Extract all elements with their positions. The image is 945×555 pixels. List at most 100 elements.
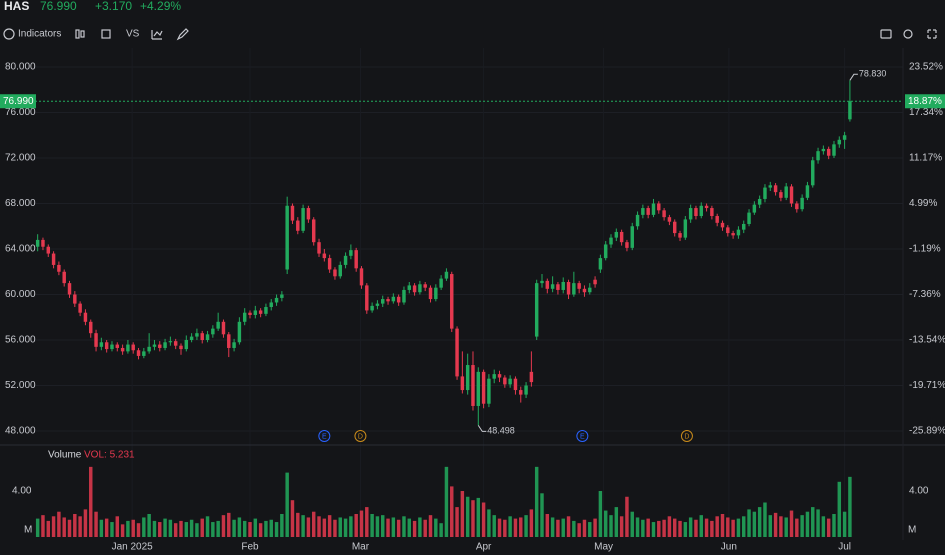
volume-bar	[333, 519, 337, 537]
volume-bar	[274, 522, 279, 537]
volume-bar	[481, 502, 486, 537]
candle-body	[619, 231, 624, 243]
volume-bar	[285, 472, 289, 537]
settings-icon[interactable]	[903, 29, 913, 39]
volume-bar	[800, 515, 804, 537]
volume-bar	[104, 518, 109, 537]
candle-body	[821, 148, 826, 152]
y-tick-label: 80.000	[5, 62, 36, 73]
candle-body	[593, 279, 597, 285]
candle-body	[83, 312, 88, 322]
candle-body	[152, 344, 157, 347]
volume-bar	[370, 514, 374, 537]
y2-tick-label: -7.36%	[909, 289, 941, 300]
event-label: D	[358, 433, 363, 440]
volume-bar	[131, 519, 135, 537]
candle-body	[200, 333, 204, 341]
volume-bar	[826, 518, 831, 537]
last-pct-label: 18.87%	[908, 96, 942, 107]
volume-bar	[423, 519, 427, 537]
volume-bar	[821, 516, 826, 537]
candle-icon[interactable]	[75, 29, 80, 39]
y2-tick-label: 11.17%	[909, 153, 942, 164]
volume-bar	[572, 520, 576, 537]
volume-bar	[715, 516, 719, 537]
chart-type-icon[interactable]	[151, 30, 163, 40]
volume-bar	[598, 491, 603, 537]
candle-icon[interactable]	[80, 30, 85, 38]
indicators-button[interactable]: Indicators	[18, 29, 61, 40]
y-tick-label: 56.000	[5, 335, 36, 346]
indicators-icon[interactable]	[3, 28, 15, 40]
camera-icon[interactable]	[880, 29, 892, 39]
candle-body	[614, 231, 619, 238]
candle-body	[104, 342, 109, 350]
volume-bar	[67, 519, 72, 537]
candle-body	[280, 294, 284, 298]
volume-bar	[83, 509, 88, 537]
volume-bar	[343, 518, 348, 537]
volume-bar	[327, 515, 332, 537]
candle-body	[41, 239, 45, 247]
volume-bar	[354, 514, 358, 537]
draw-icon[interactable]	[176, 28, 189, 41]
symbol: HAS	[4, 0, 29, 13]
volume-bar	[832, 514, 836, 537]
volume-bar	[704, 518, 709, 537]
y2-tick-label: -19.71%	[909, 380, 945, 391]
candle-body	[450, 274, 454, 329]
volume-bar	[773, 512, 778, 537]
candle-body	[577, 283, 581, 289]
y-tick-label: 76.000	[5, 107, 36, 118]
candle-body	[471, 365, 475, 406]
volume-title: Volume	[48, 450, 82, 461]
candle-body	[195, 333, 199, 337]
fullscreen-icon[interactable]	[927, 29, 937, 39]
candle-body	[455, 328, 459, 377]
volume-bar	[439, 523, 443, 537]
candle-body	[688, 208, 693, 220]
volume-bar	[46, 520, 50, 537]
candle-body	[142, 351, 146, 356]
candle-body	[418, 284, 422, 293]
x-tick-label: Jun	[721, 542, 737, 553]
volume-bar	[561, 518, 565, 537]
candle-body	[646, 208, 650, 215]
y-tick-label: 64.000	[5, 244, 36, 255]
candle-body	[519, 390, 523, 395]
candle-body	[742, 223, 746, 230]
candle-body	[237, 321, 242, 343]
candle-body	[784, 186, 788, 198]
volume-bar	[842, 511, 847, 537]
compare-button[interactable]: VS	[126, 29, 140, 40]
candle-body	[35, 239, 40, 247]
candle-body	[333, 269, 337, 277]
candle-body	[402, 289, 406, 303]
candle-body	[189, 336, 194, 341]
volume-bar	[519, 517, 523, 537]
volume-bar	[396, 519, 401, 537]
candle-body	[476, 371, 481, 406]
candle-body	[158, 344, 162, 348]
volume-bar	[41, 515, 45, 537]
volume-bar	[126, 520, 130, 537]
volume-bar	[120, 524, 125, 537]
candle-body	[67, 283, 72, 295]
volume-bar	[811, 507, 815, 537]
candle-body	[582, 288, 587, 293]
candle-body	[290, 205, 295, 221]
candle-body	[508, 378, 512, 385]
candle-body	[311, 219, 316, 243]
volume-bar	[89, 466, 93, 537]
candle-body	[715, 216, 719, 223]
rect-icon[interactable]	[101, 29, 111, 39]
candle-body	[78, 303, 82, 313]
volume-bar	[742, 516, 746, 537]
candle-body	[163, 342, 167, 348]
candle-body	[460, 376, 465, 391]
volume-bar	[142, 517, 146, 537]
volume-bar	[577, 523, 581, 537]
candle-body	[534, 283, 539, 337]
candle-body	[184, 340, 189, 350]
